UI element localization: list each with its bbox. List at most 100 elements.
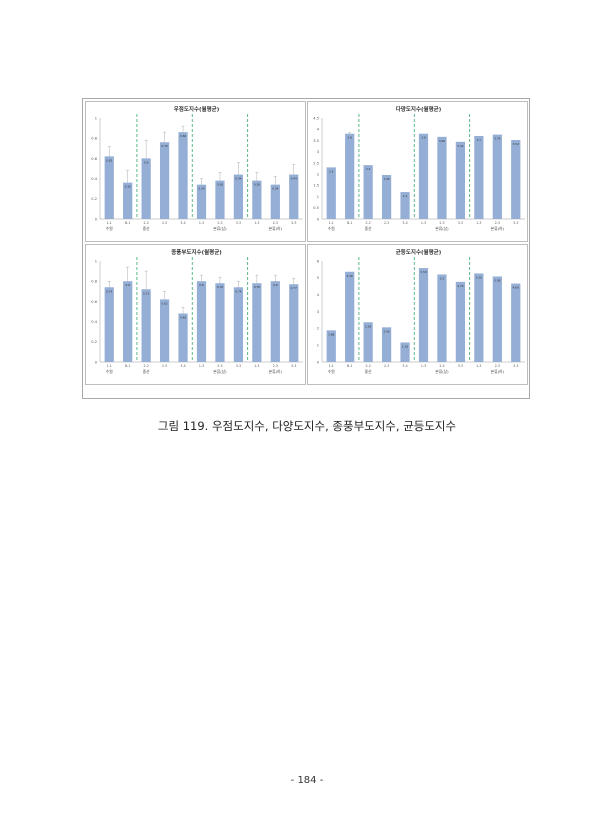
bar xyxy=(363,165,373,219)
group-label: 중산 xyxy=(143,369,150,374)
x-tick-label: 3-3 xyxy=(513,364,518,368)
chart-panel-diversity: 다양도지수(월평균) 0 0.5 1 1.5 2 2.5 3 3.5 4 4.5 2.3 1-1 수원 3.… xyxy=(307,101,528,242)
bar xyxy=(159,142,170,219)
data-label: 0.8 xyxy=(125,283,130,287)
bar xyxy=(233,174,244,219)
data-label: 0.44 xyxy=(235,177,241,181)
x-tick-label: 3-3 xyxy=(513,221,518,225)
y-tick-label: 1 xyxy=(317,195,319,199)
bar xyxy=(455,281,466,362)
data-label: 0.76 xyxy=(161,144,167,148)
bar xyxy=(400,342,410,362)
x-tick-label: 1-3 xyxy=(476,364,481,368)
data-label: 0.6 xyxy=(144,160,149,164)
x-tick-label: 1-3 xyxy=(476,221,481,225)
chart-title: 다양도지수(월평균) xyxy=(396,105,442,113)
chart-svg: 종풍부도지수(월평균) 0 0.2 0.4 0.6 0.8 1 0.74 1-1수원 0.8 B-1… xyxy=(91,248,303,374)
y-tick-label: 4 xyxy=(317,293,320,297)
bar xyxy=(511,139,521,219)
data-label: 5.26 xyxy=(476,275,482,279)
data-label: 1.96 xyxy=(383,177,389,181)
chart-panel-dominance: 우점도지수(월평균) 0 0.2 0.4 0.6 0.8 1 0.62 1-1 수원 0.36 B-1… xyxy=(85,101,306,242)
group-label: 수원 xyxy=(328,369,335,374)
x-tick-label: 3-4 xyxy=(180,221,185,225)
x-tick-label: 3-3 xyxy=(236,364,241,368)
bar xyxy=(474,135,484,219)
x-tick-label: 2-3 xyxy=(439,221,444,225)
bar xyxy=(196,281,207,362)
data-label: 3.8 xyxy=(347,136,352,140)
x-tick-label: 2-2 xyxy=(144,221,149,225)
x-tick-label: 2-3 xyxy=(217,221,222,225)
data-label: 3.7 xyxy=(477,138,482,142)
bar xyxy=(104,156,114,219)
bar xyxy=(492,276,502,362)
data-label: 0.72 xyxy=(143,291,149,295)
x-tick-label: 1-3 xyxy=(421,221,426,225)
page-number: - 184 - xyxy=(290,775,324,786)
bar xyxy=(474,273,484,362)
y-tick-label: 0.4 xyxy=(91,320,97,324)
x-tick-label: 2-3 xyxy=(384,364,389,368)
bar xyxy=(381,327,392,362)
x-tick-label: 2-3 xyxy=(273,364,278,368)
y-tick-label: 0.6 xyxy=(91,300,97,304)
chart-title: 우점도지수(월평균) xyxy=(174,105,220,113)
data-label: 1.88 xyxy=(328,332,334,336)
group-label: 중산 xyxy=(365,226,372,231)
bar xyxy=(437,136,447,219)
x-tick-label: 2-3 xyxy=(162,364,167,368)
y-tick-label: 0.6 xyxy=(91,157,97,161)
bar xyxy=(418,133,429,219)
data-label: 0.34 xyxy=(198,187,204,191)
y-tick-label: 0.8 xyxy=(91,280,97,284)
x-tick-label: 2-3 xyxy=(495,221,500,225)
bar xyxy=(215,180,225,219)
group-label: 본류(하) xyxy=(491,369,505,374)
data-label: 0.38 xyxy=(254,183,260,187)
x-tick-label: B-1 xyxy=(347,364,352,368)
bar xyxy=(123,182,133,219)
chart-svg: 균등도지수(월평균) 0 1 2 3 4 5 6 1.88 1-1수원 5.36 B-1 2.36 2-2… xyxy=(317,248,525,374)
data-label: 0.8 xyxy=(273,283,278,287)
data-label: 3.76 xyxy=(494,137,500,141)
y-tick-label: 0.8 xyxy=(91,137,97,141)
y-tick-label: 6 xyxy=(317,259,320,263)
x-tick-label: 2-3 xyxy=(162,221,167,225)
data-label: 0.62 xyxy=(106,158,112,162)
data-label: 2.06 xyxy=(383,329,389,333)
group-label: 중산 xyxy=(365,369,372,374)
y-tick-label: 1 xyxy=(95,259,97,263)
y-tick-label: 0.4 xyxy=(91,177,97,181)
group-label: 중산 xyxy=(143,226,150,231)
x-tick-label: 1-3 xyxy=(254,221,259,225)
x-tick-label: 2-2 xyxy=(366,364,371,368)
y-tick-label: 0.5 xyxy=(313,206,319,210)
bar xyxy=(437,274,447,362)
data-label: 1.16 xyxy=(402,344,408,348)
group-label: 본류(상) xyxy=(213,226,227,231)
x-tick-label: 1-3 xyxy=(199,221,204,225)
x-tick-label: 2-2 xyxy=(366,221,371,225)
bar xyxy=(270,281,280,362)
chart-svg: 우점도지수(월평균) 0 0.2 0.4 0.6 0.8 1 0.62 1-1수원 0.36 B-1… xyxy=(91,105,303,231)
data-label: 0.74 xyxy=(235,289,241,293)
y-tick-label: 4 xyxy=(317,128,320,132)
bar xyxy=(492,134,502,219)
data-label: 0.8 xyxy=(199,283,204,287)
figure-caption: 그림 119. 우점도지수, 다양도지수, 종풍부도지수, 균등도지수 xyxy=(157,419,457,433)
x-tick-label: 2-3 xyxy=(439,364,444,368)
bar xyxy=(289,284,299,362)
x-tick-label: 1-1 xyxy=(107,364,112,368)
bar xyxy=(252,283,262,362)
y-tick-label: 4.5 xyxy=(313,116,319,120)
bar xyxy=(233,287,244,362)
x-tick-label: 2-3 xyxy=(217,364,222,368)
bar xyxy=(345,133,355,219)
figure-frame: 우점도지수(월평균) 0 0.2 0.4 0.6 0.8 1 0.62 1-1 수원 0.36 B-1… xyxy=(82,98,530,399)
x-tick-label: 1-1 xyxy=(107,221,112,225)
y-tick-label: 1.5 xyxy=(313,184,319,188)
chart-svg: 다양도지수(월평균) 0 0.5 1 1.5 2 2.5 3 3.5 4 4.5 2.3 1-1수원 3.… xyxy=(313,105,525,231)
bar xyxy=(252,180,262,219)
bar xyxy=(418,268,429,362)
